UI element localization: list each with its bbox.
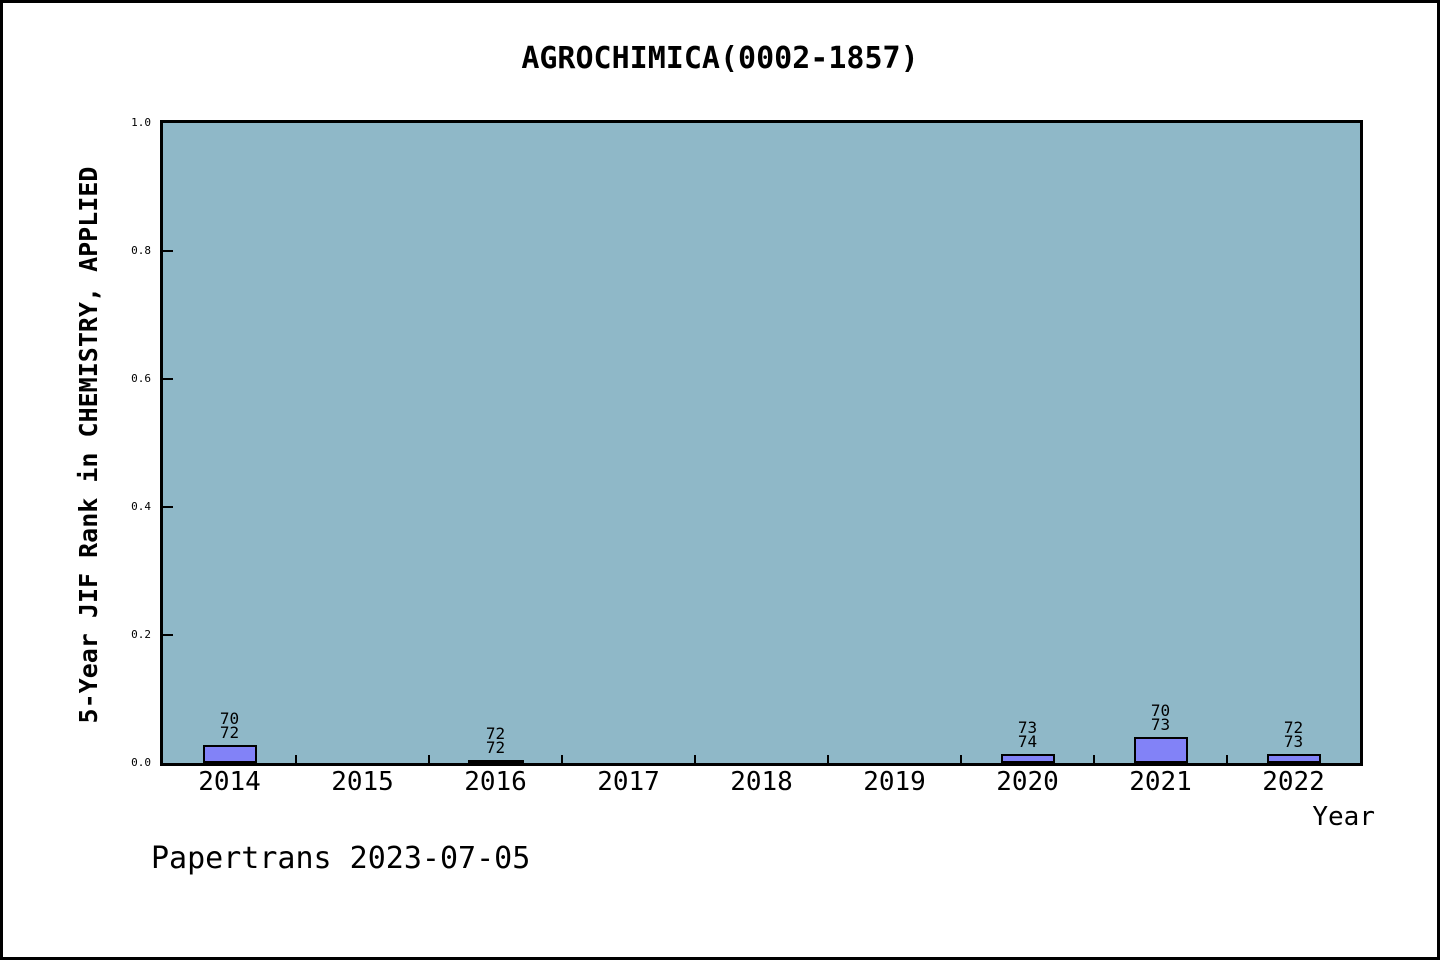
bar-2022 [1266,754,1321,763]
bar-value-label-2021: 70 73 [1150,701,1171,734]
ytick-mark [163,634,173,636]
xtick-label-2017: 2017 [597,767,660,797]
xtick-label-2019: 2019 [863,767,926,797]
bar-2020 [1000,754,1055,763]
bar-value-label-2016: 72 72 [485,724,506,757]
x-axis-label: Year [1312,802,1375,832]
xtick-mark [960,755,962,763]
bar-2014 [202,745,257,763]
ytick-label: 0.0 [131,756,151,769]
xtick-label-2022: 2022 [1262,767,1325,797]
ytick-mark [163,378,173,380]
ytick-mark [163,506,173,508]
xtick-mark [295,755,297,763]
chart-title: AGROCHIMICA(0002-1857) [521,41,919,76]
ytick-label: 0.8 [131,244,151,257]
xtick-mark [694,755,696,763]
xtick-label-2020: 2020 [996,767,1059,797]
xtick-mark [428,755,430,763]
bar-value-label-2014: 70 72 [219,709,240,742]
plot-area: 70 72 72 72 73 74 70 73 72 73 [160,120,1363,766]
bar-value-label-2022: 72 73 [1283,718,1304,751]
bar-value-label-2020: 73 74 [1017,718,1038,751]
footer-watermark: Papertrans 2023-07-05 [151,841,531,876]
xtick-mark [561,755,563,763]
ytick-label: 0.2 [131,628,151,641]
xtick-label-2021: 2021 [1129,767,1192,797]
ytick-mark [163,250,173,252]
ytick-label: 0.6 [131,372,151,385]
xtick-label-2014: 2014 [198,767,261,797]
xtick-label-2016: 2016 [464,767,527,797]
xtick-mark [1226,755,1228,763]
xtick-mark [827,755,829,763]
bar-2016 [467,760,524,763]
ytick-label: 0.4 [131,500,151,513]
bar-2021 [1133,737,1188,763]
ytick-label: 1.0 [131,116,151,129]
y-axis-label: 5-Year JIF Rank in CHEMISTRY, APPLIED [74,166,103,724]
xtick-label-2018: 2018 [730,767,793,797]
xtick-label-2015: 2015 [331,767,394,797]
xtick-mark [1093,755,1095,763]
